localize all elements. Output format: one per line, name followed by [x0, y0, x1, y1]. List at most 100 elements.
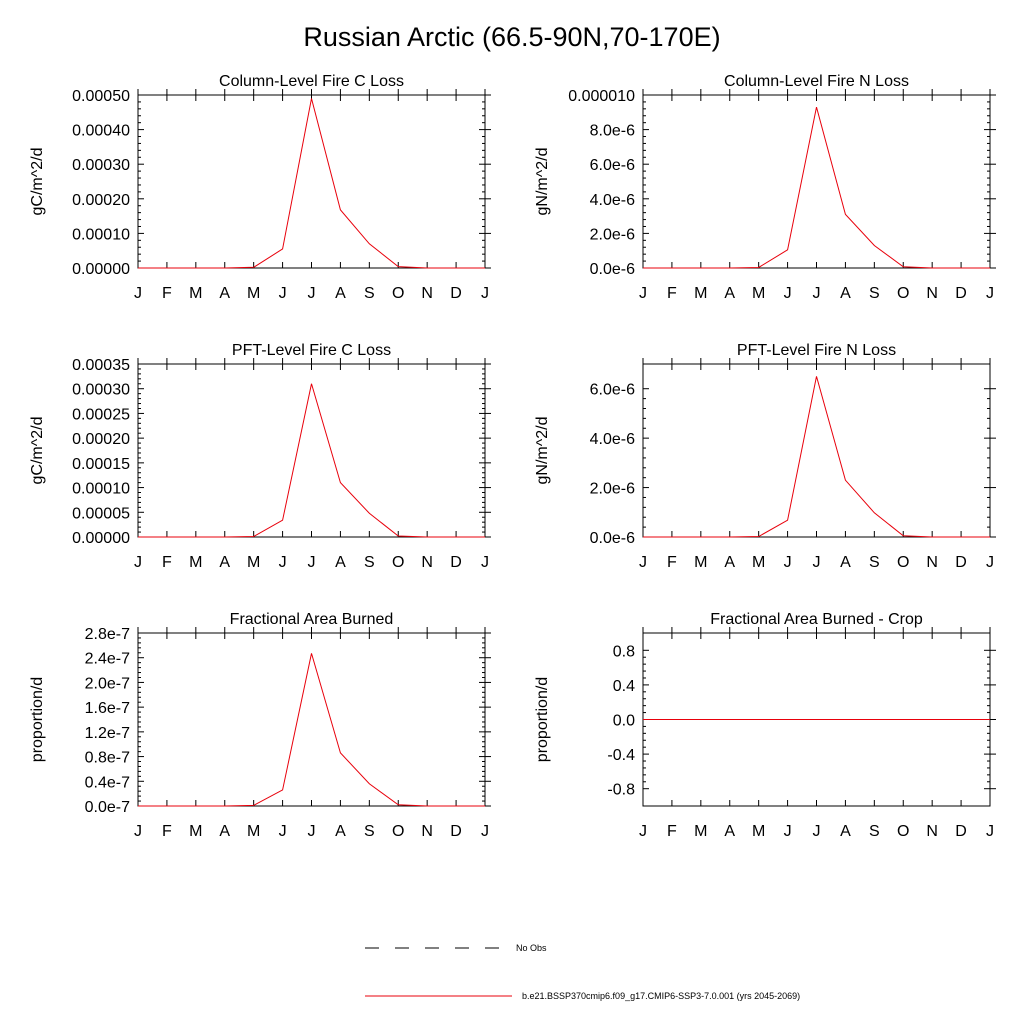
chart-title: PFT-Level Fire C Loss [232, 342, 391, 359]
y-tick-label: 0.00000 [72, 530, 130, 547]
y-tick-label: 0.00030 [72, 382, 130, 399]
x-tick-label: J [134, 554, 142, 571]
x-tick-label: J [986, 554, 994, 571]
series-line-1 [138, 383, 485, 538]
x-tick-label: J [784, 823, 792, 840]
x-tick-label: F [667, 823, 677, 840]
x-tick-label: S [364, 554, 375, 571]
x-tick-label: O [392, 285, 404, 302]
x-tick-label: N [926, 554, 938, 571]
x-tick-label: S [869, 285, 880, 302]
x-tick-label: A [219, 823, 230, 840]
y-tick-label: 0.00030 [72, 157, 130, 174]
x-tick-label: S [364, 285, 375, 302]
x-tick-label: M [189, 823, 202, 840]
x-tick-label: S [364, 823, 375, 840]
plot-frame [642, 94, 991, 269]
chart-title: PFT-Level Fire N Loss [737, 342, 896, 359]
y-tick-label: 2.8e-7 [85, 626, 130, 643]
x-tick-label: N [926, 823, 938, 840]
plot-frame [137, 363, 486, 538]
y-tick-label: -0.4 [607, 747, 635, 764]
y-tick-label: 0.00035 [72, 357, 130, 374]
y-tick-label: 1.2e-7 [85, 725, 130, 742]
y-tick-label: 4.0e-6 [590, 431, 635, 448]
y-tick-label: 0.00020 [72, 192, 130, 209]
y-tick-label: 0.0 [613, 713, 635, 730]
x-tick-label: M [694, 823, 707, 840]
figure-title: Russian Arctic (66.5-90N,70-170E) [303, 22, 721, 52]
y-tick-label: 0.0e-6 [590, 530, 635, 547]
x-tick-label: A [840, 554, 851, 571]
x-tick-label: A [219, 554, 230, 571]
x-tick-label: S [869, 554, 880, 571]
x-tick-label: J [813, 823, 821, 840]
x-tick-label: F [162, 823, 172, 840]
x-tick-label: D [955, 285, 967, 302]
x-tick-label: M [247, 285, 260, 302]
x-tick-label: A [724, 285, 735, 302]
x-tick-label: J [813, 554, 821, 571]
plot-frame [137, 94, 486, 269]
y-tick-label: 2.0e-7 [85, 675, 130, 692]
x-tick-label: D [955, 823, 967, 840]
y-tick-label: 0.4e-7 [85, 774, 130, 791]
y-tick-label: 0.00010 [72, 226, 130, 243]
x-tick-label: J [279, 823, 287, 840]
x-tick-label: D [450, 823, 462, 840]
x-tick-label: J [481, 823, 489, 840]
y-tick-label: 0.0e-6 [590, 261, 635, 278]
x-tick-label: M [694, 554, 707, 571]
series-line-1 [643, 106, 990, 269]
x-tick-label: M [189, 285, 202, 302]
y-tick-label: 6.0e-6 [590, 382, 635, 399]
x-tick-label: F [667, 554, 677, 571]
x-tick-label: M [752, 823, 765, 840]
y-axis-label: proportion/d [29, 677, 46, 762]
y-tick-label: 0.00000 [72, 261, 130, 278]
y-tick-label: 0.000010 [568, 88, 635, 105]
series-line-1 [643, 376, 990, 538]
x-tick-label: J [134, 285, 142, 302]
chart-panel-6: Fractional Area Burned - Crop proportion/… [534, 611, 996, 840]
x-tick-label: J [639, 285, 647, 302]
x-tick-label: N [421, 823, 433, 840]
x-tick-label: A [335, 285, 346, 302]
x-tick-label: A [335, 554, 346, 571]
y-tick-label: 0.00025 [72, 406, 130, 423]
x-tick-label: J [279, 554, 287, 571]
x-tick-label: N [926, 285, 938, 302]
y-axis-label: gC/m^2/d [29, 148, 46, 216]
x-tick-label: A [335, 823, 346, 840]
x-tick-label: J [308, 285, 316, 302]
x-tick-label: J [639, 823, 647, 840]
x-tick-label: O [897, 285, 909, 302]
y-tick-label: 0.4 [613, 678, 635, 695]
y-axis-label: gN/m^2/d [534, 417, 551, 485]
x-tick-label: J [481, 285, 489, 302]
x-tick-label: M [694, 285, 707, 302]
x-tick-label: J [308, 554, 316, 571]
x-tick-label: A [219, 285, 230, 302]
y-tick-label: 0.8e-7 [85, 750, 130, 767]
chart-title: Column-Level Fire C Loss [219, 73, 404, 90]
y-axis-label: gN/m^2/d [534, 148, 551, 216]
x-tick-label: D [450, 554, 462, 571]
y-tick-label: 8.0e-6 [590, 123, 635, 140]
chart-title: Fractional Area Burned [230, 611, 394, 628]
x-tick-label: O [392, 554, 404, 571]
x-tick-label: O [897, 554, 909, 571]
y-tick-label: 4.0e-6 [590, 192, 635, 209]
x-tick-label: A [840, 285, 851, 302]
plot-frame [137, 632, 486, 807]
x-tick-label: N [421, 285, 433, 302]
x-tick-label: M [247, 823, 260, 840]
y-tick-label: 0.00050 [72, 88, 130, 105]
